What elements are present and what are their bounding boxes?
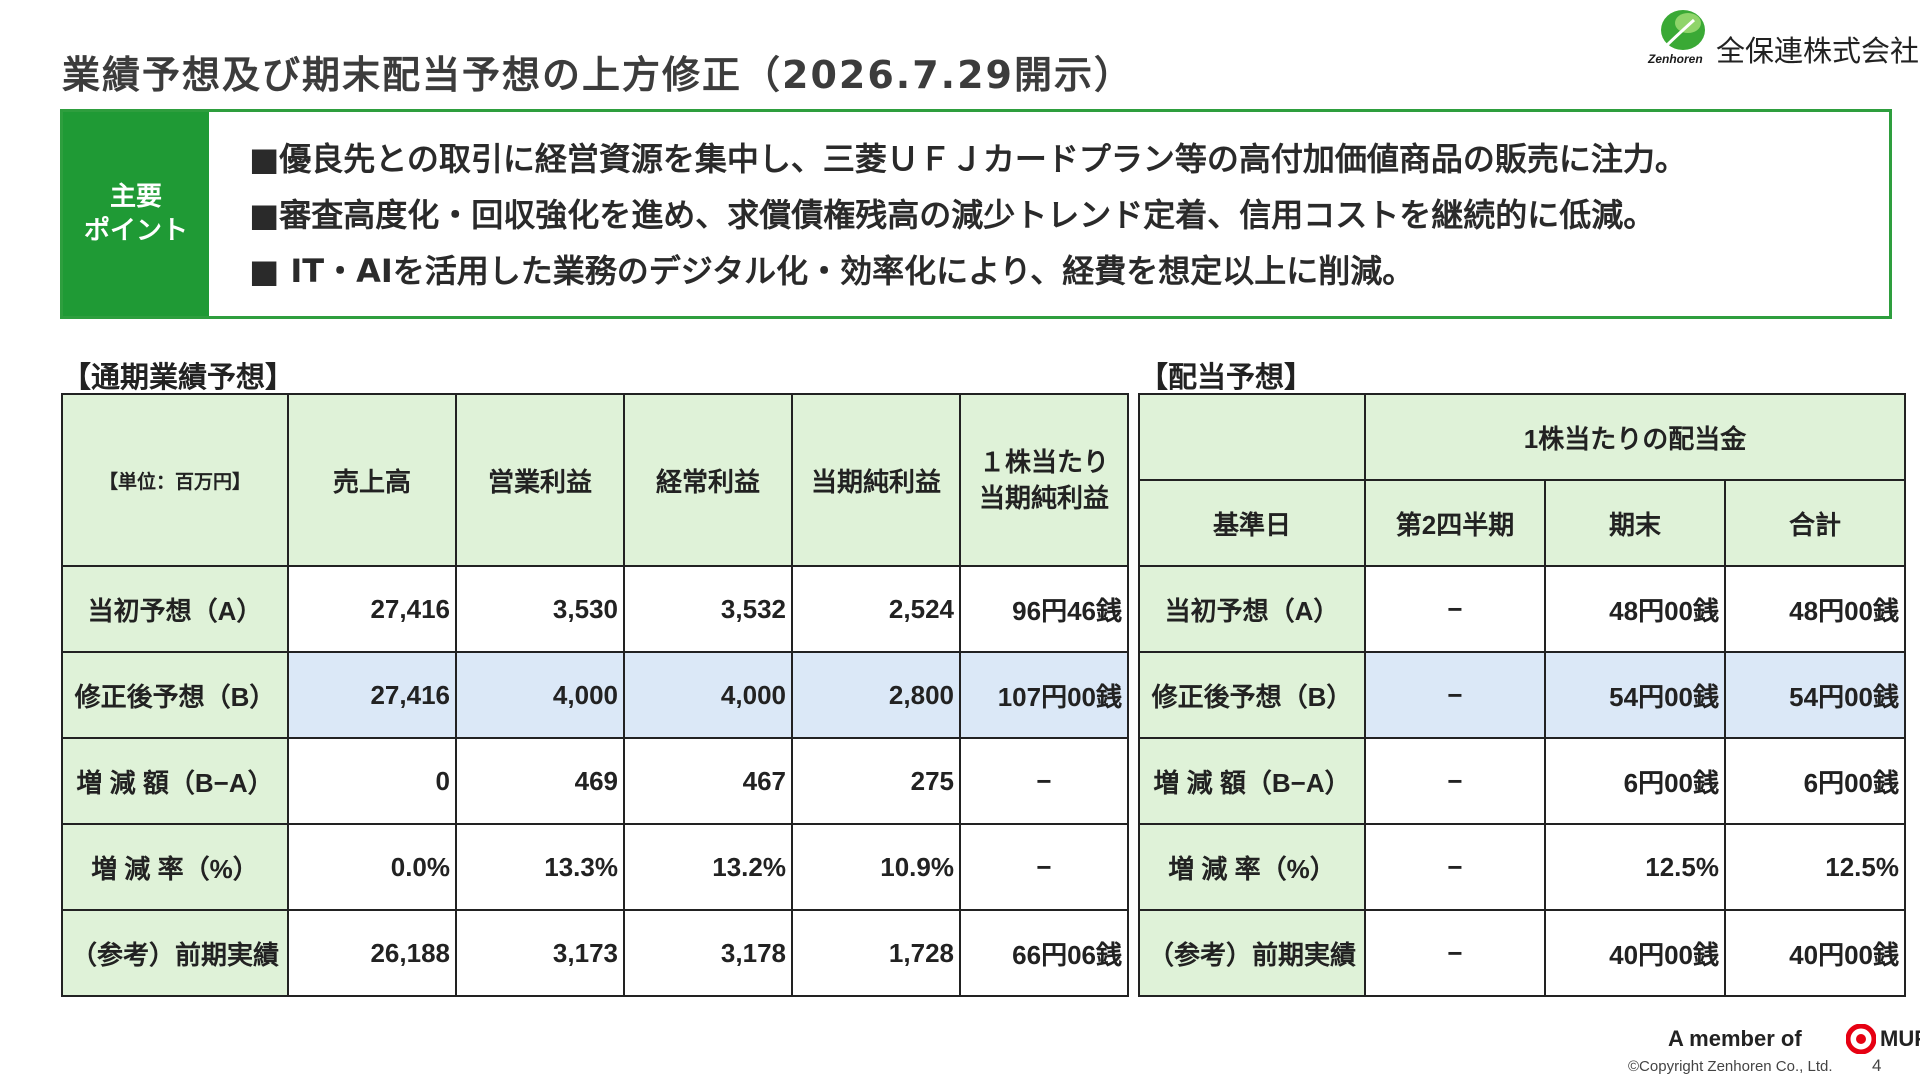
column-header: 経常利益 bbox=[623, 393, 793, 567]
company-logo: Zenhoren 全保連株式会社 bbox=[1640, 8, 1920, 68]
earnings-forecast-table: 【単位：百万円】 売上高 営業利益 経常利益 当期純利益 １株当たり 当期純利益… bbox=[61, 393, 1129, 997]
row-label: 修正後予想（B） bbox=[1138, 651, 1366, 739]
page-title: 業績予想及び期末配当予想の上方修正（2026.7.29開示） bbox=[62, 53, 1134, 97]
column-header: 合計 bbox=[1724, 479, 1906, 567]
copyright: ©Copyright Zenhoren Co., Ltd. bbox=[1628, 1058, 1833, 1075]
table-cell: − bbox=[1364, 823, 1546, 911]
key-point-item: ■審査高度化・回収強化を進め、求償債権残高の減少トレンド定着、信用コストを継続的… bbox=[249, 196, 1656, 234]
table-cell: 6円00銭 bbox=[1724, 737, 1906, 825]
row-label: 増 減 率（%） bbox=[1138, 823, 1366, 911]
row-label: 増 減 額（B−A） bbox=[1138, 737, 1366, 825]
table-cell: 6円00銭 bbox=[1544, 737, 1726, 825]
table-cell: 3,173 bbox=[455, 909, 625, 997]
column-header: 第2四半期 bbox=[1364, 479, 1546, 567]
dividend-section-title: 【配当予想】 bbox=[1139, 360, 1314, 394]
table-cell: 1,728 bbox=[791, 909, 961, 997]
table-cell: 54円00銭 bbox=[1724, 651, 1906, 739]
logo-small-text: Zenhoren bbox=[1648, 52, 1703, 66]
table-cell: 0.0% bbox=[287, 823, 457, 911]
table-row: 増 減 額（B−A） − 6円00銭 6円00銭 bbox=[1138, 737, 1906, 825]
table-cell: 13.3% bbox=[455, 823, 625, 911]
table-cell: 3,178 bbox=[623, 909, 793, 997]
table-row-highlighted: 修正後予想（B） − 54円00銭 54円00銭 bbox=[1138, 651, 1906, 739]
row-label: 当初予想（A） bbox=[1138, 565, 1366, 653]
table-row: 当初予想（A） 27,416 3,530 3,532 2,524 96円46銭 bbox=[61, 565, 1129, 653]
table-row: 増 減 率（%） 0.0% 13.3% 13.2% 10.9% − bbox=[61, 823, 1129, 911]
key-points-label: 主要 ポイント bbox=[63, 112, 209, 316]
table-row: （参考）前期実績 26,188 3,173 3,178 1,728 66円06銭 bbox=[61, 909, 1129, 997]
key-point-item: ■ IT・AIを活用した業務のデジタル化・効率化により、経費を想定以上に削減。 bbox=[249, 252, 1415, 290]
company-name: 全保連株式会社 bbox=[1716, 34, 1920, 68]
table-cell: 4,000 bbox=[455, 651, 625, 739]
table-cell: 469 bbox=[455, 737, 625, 825]
table-cell: 66円06銭 bbox=[959, 909, 1129, 997]
table-cell: − bbox=[959, 823, 1129, 911]
column-header: 当期純利益 bbox=[791, 393, 961, 567]
row-label: 増 減 額（B−A） bbox=[61, 737, 289, 825]
key-points-box: 主要 ポイント ■優良先との取引に経営資源を集中し、三菱ＵＦＪカードプラン等の高… bbox=[60, 109, 1892, 319]
column-header: 営業利益 bbox=[455, 393, 625, 567]
row-label: （参考）前期実績 bbox=[1138, 909, 1366, 997]
table-row: 当初予想（A） − 48円00銭 48円00銭 bbox=[1138, 565, 1906, 653]
table-cell: 27,416 bbox=[287, 565, 457, 653]
table-cell: 2,800 bbox=[791, 651, 961, 739]
table-cell: 54円00銭 bbox=[1544, 651, 1726, 739]
table-cell: 40円00銭 bbox=[1544, 909, 1726, 997]
table-cell: 12.5% bbox=[1544, 823, 1726, 911]
row-label: 増 減 率（%） bbox=[61, 823, 289, 911]
key-points-list: ■優良先との取引に経営資源を集中し、三菱ＵＦＪカードプラン等の高付加価値商品の販… bbox=[249, 134, 1687, 302]
column-header: 売上高 bbox=[287, 393, 457, 567]
table-cell: 4,000 bbox=[623, 651, 793, 739]
header-blank-cell bbox=[1138, 393, 1366, 481]
zenhoren-leaf-icon bbox=[1660, 10, 1705, 52]
table-cell: − bbox=[959, 737, 1129, 825]
mufg-text: MUFG bbox=[1880, 1026, 1920, 1051]
key-point-item: ■優良先との取引に経営資源を集中し、三菱ＵＦＪカードプラン等の高付加価値商品の販… bbox=[249, 140, 1687, 178]
group-header: 1株当たりの配当金 bbox=[1364, 393, 1906, 481]
table-header-row: 【単位：百万円】 売上高 営業利益 経常利益 当期純利益 １株当たり 当期純利益 bbox=[61, 393, 1129, 567]
table-row: （参考）前期実績 − 40円00銭 40円00銭 bbox=[1138, 909, 1906, 997]
table-header-row: 1株当たりの配当金 bbox=[1138, 393, 1906, 481]
table-cell: 27,416 bbox=[287, 651, 457, 739]
member-text: A member of bbox=[1668, 1026, 1802, 1051]
table-cell: 26,188 bbox=[287, 909, 457, 997]
table-header-row: 基準日 第2四半期 期末 合計 bbox=[1138, 479, 1906, 567]
row-label: （参考）前期実績 bbox=[61, 909, 289, 997]
table-row-highlighted: 修正後予想（B） 27,416 4,000 4,000 2,800 107円00… bbox=[61, 651, 1129, 739]
table-cell: 3,530 bbox=[455, 565, 625, 653]
table-cell: 12.5% bbox=[1724, 823, 1906, 911]
row-label: 当初予想（A） bbox=[61, 565, 289, 653]
table-cell: 2,524 bbox=[791, 565, 961, 653]
page-number: 4 bbox=[1872, 1056, 1882, 1075]
table-cell: 275 bbox=[791, 737, 961, 825]
table-cell: 48円00銭 bbox=[1724, 565, 1906, 653]
table-cell: 107円00銭 bbox=[959, 651, 1129, 739]
table-cell: 0 bbox=[287, 737, 457, 825]
mufg-logo-icon bbox=[1846, 1024, 1876, 1054]
table-cell: 10.9% bbox=[791, 823, 961, 911]
table-cell: − bbox=[1364, 565, 1546, 653]
table-row: 増 減 額（B−A） 0 469 467 275 − bbox=[61, 737, 1129, 825]
row-label: 修正後予想（B） bbox=[61, 651, 289, 739]
column-header: １株当たり 当期純利益 bbox=[959, 393, 1129, 567]
table-cell: 48円00銭 bbox=[1544, 565, 1726, 653]
earnings-section-title: 【通期業績予想】 bbox=[62, 360, 295, 394]
column-header: 基準日 bbox=[1138, 479, 1366, 567]
table-cell: 96円46銭 bbox=[959, 565, 1129, 653]
table-cell: − bbox=[1364, 737, 1546, 825]
table-cell: 3,532 bbox=[623, 565, 793, 653]
table-cell: 467 bbox=[623, 737, 793, 825]
unit-label: 【単位：百万円】 bbox=[61, 393, 289, 567]
column-header: 期末 bbox=[1544, 479, 1726, 567]
table-cell: − bbox=[1364, 909, 1546, 997]
table-cell: 40円00銭 bbox=[1724, 909, 1906, 997]
table-cell: − bbox=[1364, 651, 1546, 739]
table-row: 増 減 率（%） − 12.5% 12.5% bbox=[1138, 823, 1906, 911]
dividend-forecast-table: 1株当たりの配当金 基準日 第2四半期 期末 合計 当初予想（A） − 48円0… bbox=[1138, 393, 1906, 997]
table-cell: 13.2% bbox=[623, 823, 793, 911]
